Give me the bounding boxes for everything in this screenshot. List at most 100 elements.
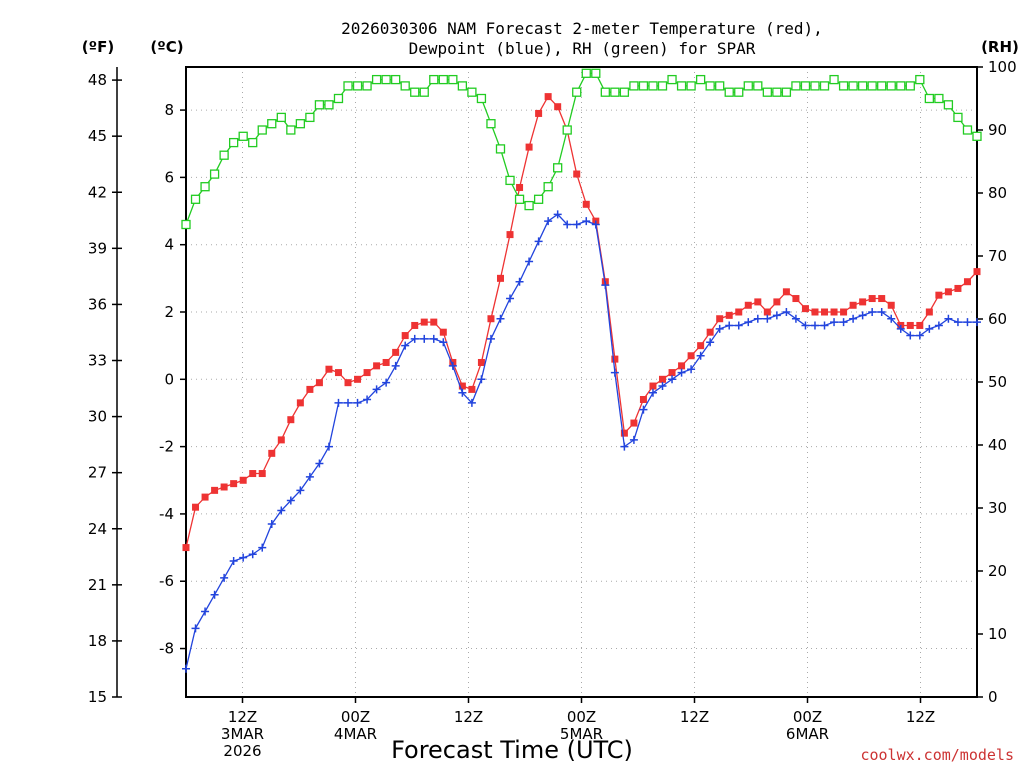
point-rh — [962, 125, 973, 135]
point-rh — [200, 182, 210, 192]
point-temperature — [458, 382, 466, 390]
point-temperature — [535, 109, 543, 117]
point-temperature — [239, 476, 247, 484]
point-dewpoint — [296, 486, 305, 495]
point-dewpoint — [391, 361, 400, 370]
rh-tick-label: 60 — [988, 310, 1007, 328]
point-temperature — [744, 301, 752, 309]
celsius-tick-label: -6 — [159, 572, 174, 590]
point-temperature — [954, 284, 962, 292]
point-dewpoint — [963, 318, 972, 327]
point-rh — [943, 100, 954, 110]
point-rh — [324, 100, 334, 110]
x-tick-label: 00Z — [567, 708, 596, 726]
point-dewpoint — [820, 321, 829, 330]
point-rh — [857, 81, 868, 91]
point-temperature — [582, 200, 590, 208]
point-rh — [924, 93, 934, 104]
point-temperature — [382, 358, 390, 366]
point-rh — [829, 74, 839, 85]
point-rh — [524, 200, 534, 211]
x-tick-label: 6MAR — [786, 725, 829, 743]
point-rh — [190, 194, 201, 204]
point-dewpoint — [525, 257, 534, 266]
point-rh — [248, 137, 258, 148]
x-tick-label: 12Z — [228, 708, 257, 726]
point-dewpoint — [706, 338, 715, 347]
point-dewpoint — [448, 361, 457, 370]
point-rh — [476, 93, 487, 104]
rh-tick-label: 100 — [988, 58, 1017, 76]
point-temperature — [735, 308, 743, 316]
point-dewpoint — [906, 331, 915, 340]
fahrenheit-tick-label: 45 — [88, 127, 107, 145]
point-rh — [581, 68, 591, 78]
point-temperature — [887, 301, 895, 309]
point-rh — [838, 81, 849, 91]
point-dewpoint — [973, 318, 981, 327]
point-rh — [209, 169, 220, 179]
point-temperature — [668, 369, 676, 377]
point-temperature — [439, 328, 447, 336]
point-dewpoint — [610, 368, 619, 377]
point-rh — [391, 74, 401, 85]
celsius-tick-label: 0 — [164, 370, 174, 388]
point-dewpoint — [734, 321, 743, 330]
point-dewpoint — [629, 435, 638, 444]
point-rh — [448, 74, 458, 85]
point-temperature — [230, 480, 238, 488]
point-temperature — [687, 352, 695, 360]
point-temperature — [430, 318, 438, 326]
point-dewpoint — [458, 388, 467, 397]
point-dewpoint — [753, 314, 762, 323]
point-rh — [400, 81, 410, 91]
point-rh — [514, 194, 525, 204]
point-dewpoint — [467, 398, 476, 407]
point-dewpoint — [934, 321, 943, 330]
point-dewpoint — [763, 314, 772, 323]
point-dewpoint — [572, 220, 581, 229]
point-temperature — [315, 379, 323, 387]
point-temperature — [506, 231, 514, 239]
point-dewpoint — [486, 334, 495, 343]
point-dewpoint — [953, 318, 962, 327]
point-temperature — [373, 362, 381, 370]
point-dewpoint — [544, 217, 553, 226]
point-rh — [181, 219, 191, 230]
point-rh — [410, 87, 420, 97]
point-rh — [791, 81, 801, 91]
rh-tick-label: 80 — [988, 184, 1007, 202]
point-dewpoint — [887, 314, 896, 323]
point-rh — [562, 125, 572, 135]
point-rh — [657, 81, 668, 91]
point-rh — [229, 137, 239, 148]
fahrenheit-unit-label: (ºF) — [82, 38, 114, 56]
point-dewpoint — [239, 553, 248, 562]
point-dewpoint — [477, 375, 486, 384]
celsius-tick-label: -4 — [159, 505, 174, 523]
point-rh — [819, 81, 830, 91]
point-rh — [352, 81, 363, 91]
fahrenheit-tick-label: 33 — [88, 352, 107, 370]
point-temperature — [344, 379, 352, 387]
point-rh — [810, 81, 820, 91]
point-temperature — [277, 436, 285, 444]
point-dewpoint — [220, 573, 229, 582]
point-dewpoint — [258, 543, 267, 552]
point-dewpoint — [229, 557, 238, 566]
point-dewpoint — [744, 318, 753, 327]
rh-unit-label: (RH) — [981, 38, 1019, 56]
point-dewpoint — [639, 405, 648, 414]
point-rh — [429, 74, 439, 85]
point-dewpoint — [506, 294, 515, 303]
chart-title-line-1: 2026030306 NAM Forecast 2-meter Temperat… — [341, 19, 823, 38]
rh-tick-label: 0 — [988, 688, 998, 706]
celsius-tick-label: 4 — [164, 236, 174, 254]
point-temperature — [468, 385, 476, 393]
point-dewpoint — [315, 459, 324, 468]
point-dewpoint — [277, 506, 286, 515]
point-rh — [314, 100, 325, 110]
fahrenheit-tick-label: 42 — [88, 183, 107, 201]
point-dewpoint — [620, 442, 629, 451]
point-dewpoint — [372, 385, 381, 394]
